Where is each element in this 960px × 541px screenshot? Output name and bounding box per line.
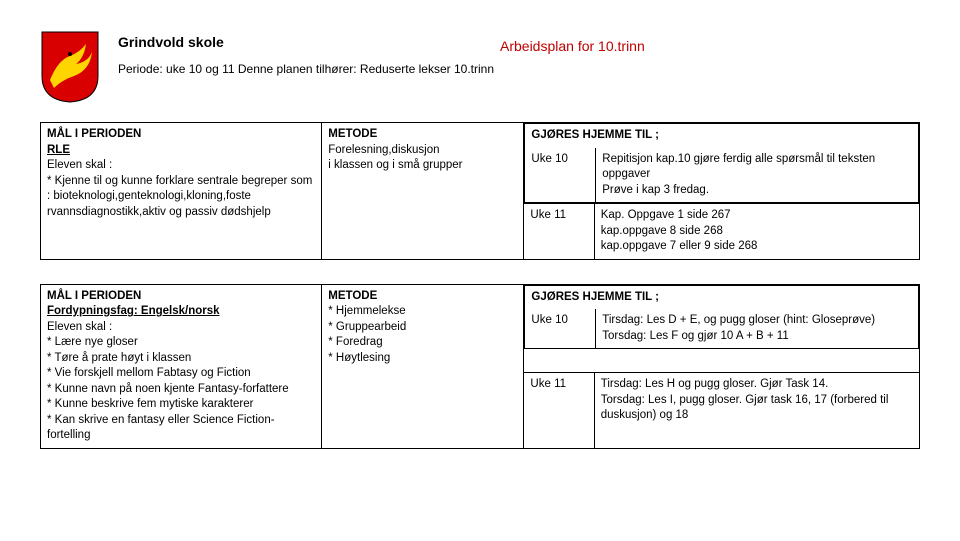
method-text: * Hjemmelekse * Gruppearbeid * Foredrag …: [328, 305, 406, 364]
home-1: Repitisjon kap.10 gjøre ferdig alle spør…: [596, 148, 919, 203]
page-header: Grindvold skole Periode: uke 10 og 11 De…: [40, 30, 920, 104]
goal-header: MÅL I PERIODEN: [47, 290, 141, 302]
home-header: GJØRES HJEMME TIL ;: [525, 285, 919, 309]
goal-text: * Kjenne til og kunne forklare sentrale …: [47, 175, 312, 218]
week-1: Uke 10: [525, 148, 596, 203]
plan-title: Arbeidsplan for 10.trinn: [500, 38, 645, 54]
goal-cell: MÅL I PERIODEN RLE Eleven skal : * Kjenn…: [41, 123, 322, 260]
method-cell: METODE Forelesning,diskusjon i klassen o…: [322, 123, 524, 260]
subject-name: RLE: [47, 144, 70, 156]
goal-cell: MÅL I PERIODEN Fordypningsfag: Engelsk/n…: [41, 284, 322, 448]
home-2: Tirsdag: Les H og pugg gloser. Gjør Task…: [594, 373, 919, 448]
week-2: Uke 11: [524, 204, 594, 260]
home-1: Tirsdag: Les D + E, og pugg gloser (hint…: [596, 309, 919, 349]
method-cell: METODE * Hjemmelekse * Gruppearbeid * Fo…: [322, 284, 524, 448]
method-text: Forelesning,diskusjon i klassen og i små…: [328, 144, 462, 172]
plan-block-2: MÅL I PERIODEN Fordypningsfag: Engelsk/n…: [40, 284, 920, 449]
eleven-label: Eleven skal :: [47, 321, 112, 333]
eleven-label: Eleven skal :: [47, 159, 112, 171]
period-line: Periode: uke 10 og 11 Denne planen tilhø…: [118, 62, 920, 76]
method-header: METODE: [328, 128, 377, 140]
goal-header: MÅL I PERIODEN: [47, 128, 141, 140]
subject-name: Fordypningsfag: Engelsk/norsk: [47, 305, 220, 317]
goal-text: * Lære nye gloser * Tøre å prate høyt i …: [47, 336, 289, 441]
home-header: GJØRES HJEMME TIL ;: [525, 124, 919, 148]
school-shield-icon: [40, 30, 100, 104]
week-1: Uke 10: [525, 309, 596, 349]
home-2: Kap. Oppgave 1 side 267 kap.oppgave 8 si…: [594, 204, 919, 260]
week-2: Uke 11: [524, 373, 594, 448]
method-header: METODE: [328, 290, 377, 302]
plan-block-1: MÅL I PERIODEN RLE Eleven skal : * Kjenn…: [40, 122, 920, 260]
